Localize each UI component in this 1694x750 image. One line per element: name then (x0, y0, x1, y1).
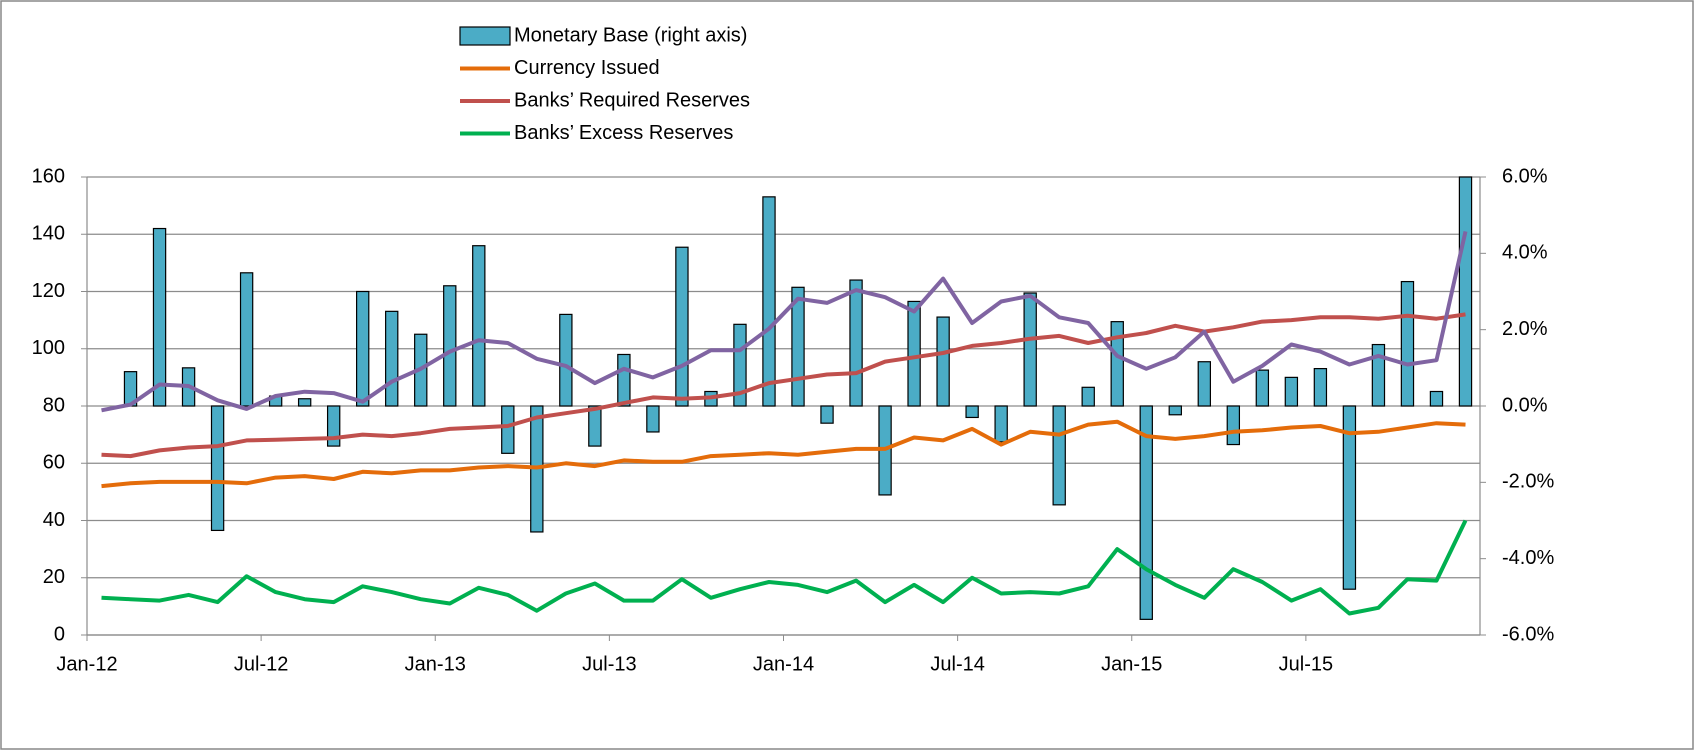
bar (559, 313, 573, 407)
legend-label: Monetary Base (right axis) (514, 24, 747, 46)
line (101, 230, 1468, 413)
bar (1168, 405, 1182, 416)
y2-tick-label: 6.0% (1502, 165, 1548, 187)
x-tick-label: Jul-13 (582, 653, 636, 675)
bar (1284, 376, 1299, 407)
bar (501, 405, 515, 454)
y-tick-label: 120 (32, 280, 65, 302)
y-tick-label: 160 (32, 165, 65, 187)
bar (385, 310, 399, 407)
y-tick-label: 140 (32, 223, 65, 245)
bar (762, 196, 776, 407)
bar (356, 290, 370, 407)
bar (617, 353, 631, 407)
bar (675, 246, 689, 407)
y-tick-label: 20 (43, 566, 65, 588)
bar (239, 272, 254, 407)
bar (152, 227, 167, 407)
bar (297, 398, 312, 407)
legend-label: Banks’ Excess Reserves (514, 122, 733, 144)
bar (210, 405, 225, 532)
line (101, 519, 1468, 616)
x-tick-label: Jan-14 (753, 653, 814, 675)
bar (443, 285, 457, 407)
legend-label: Currency Issued (514, 57, 660, 79)
y-tick-label: 40 (43, 509, 65, 531)
bar (820, 405, 834, 424)
bar (1400, 280, 1415, 407)
y-tick-label: 0 (54, 623, 65, 645)
x-tick-label: Jul-14 (930, 653, 984, 675)
bar (1429, 390, 1444, 407)
bar (1110, 321, 1124, 407)
y2-tick-label: -6.0% (1502, 623, 1554, 645)
y2-tick-label: -2.0% (1502, 471, 1554, 493)
bar (1458, 176, 1473, 407)
bar (1255, 369, 1270, 407)
y-tick-label: 100 (32, 337, 65, 359)
bar (1023, 292, 1037, 407)
bar (472, 245, 486, 407)
bar (1081, 386, 1095, 407)
legend-swatch (459, 26, 511, 46)
line (101, 312, 1466, 459)
x-tick-label: Jan-15 (1101, 653, 1162, 675)
y2-tick-label: 2.0% (1502, 318, 1548, 340)
y2-tick-label: 0.0% (1502, 394, 1548, 416)
bar (733, 323, 747, 407)
bar (965, 405, 979, 419)
bar (1226, 405, 1241, 446)
x-tick-label: Jul-12 (234, 653, 288, 675)
bar (907, 300, 921, 407)
bar (936, 316, 950, 407)
legend-label: Banks’ Required Reserves (514, 89, 750, 111)
y-tick-label: 60 (43, 452, 65, 474)
bar (1052, 405, 1066, 506)
y2-tick-label: 4.0% (1502, 242, 1548, 264)
y-tick-label: 80 (43, 394, 65, 416)
bar (1371, 343, 1386, 407)
bar (588, 405, 602, 447)
x-tick-label: Jan-12 (56, 653, 117, 675)
bar (1342, 405, 1357, 590)
line (101, 419, 1466, 489)
bar (1197, 361, 1211, 407)
bar (646, 405, 660, 433)
bar (1313, 367, 1328, 407)
y2-tick-label: -4.0% (1502, 547, 1554, 569)
x-tick-label: Jan-13 (405, 653, 466, 675)
bar (849, 279, 863, 407)
bar (994, 405, 1008, 443)
x-tick-label: Jul-15 (1279, 653, 1333, 675)
